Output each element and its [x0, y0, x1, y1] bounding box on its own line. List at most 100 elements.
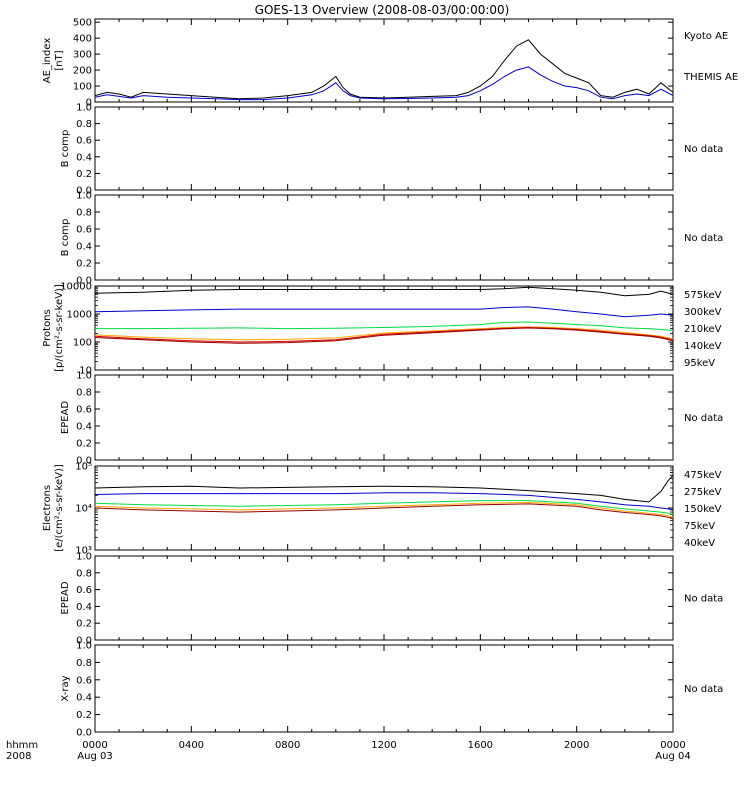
- y-tick-label: 1.0: [76, 103, 92, 114]
- x-tick-label: 0800: [275, 740, 300, 751]
- x-axis-row2-label: 2008: [6, 751, 31, 762]
- series-line-40kev: [95, 474, 673, 503]
- y-axis-label-line: B comp: [60, 130, 71, 168]
- panel-6: 10³ 10⁴ 10⁵ Electrons [e/(cm²-s-sr-keV)] 475k…: [42, 462, 722, 557]
- x-date-label: Aug 03: [77, 751, 112, 762]
- x-axis-row1-label: hhmm: [6, 740, 38, 751]
- y-axis-label-line: X-ray: [60, 675, 71, 701]
- y-tick-label: 10000: [60, 282, 92, 293]
- y-axis-label-line: Protons: [42, 309, 53, 346]
- y-tick-label: 0.6: [76, 136, 92, 147]
- y-tick-label: 0.2: [76, 439, 92, 450]
- y-axis-label-line: [p/(cm²-s-sr-keV)]: [54, 284, 65, 372]
- x-date-label: Aug 04: [655, 751, 690, 762]
- y-axis-label-line: AE_index: [42, 38, 53, 84]
- legend-entry: Kyoto AE: [684, 31, 728, 42]
- legend-entry: 40keV: [684, 538, 715, 549]
- y-axis-label: EPEAD: [60, 581, 71, 615]
- series-line-475kev: [95, 503, 673, 520]
- series-line-95kev: [95, 286, 673, 297]
- panel-frame: [94, 106, 674, 191]
- y-tick-label: 0.6: [76, 675, 92, 686]
- y-axis-label: X-ray: [60, 675, 71, 701]
- x-tick-label: 2000: [564, 740, 589, 751]
- y-tick-label: 200: [73, 66, 92, 77]
- no-data-label: No data: [684, 684, 723, 695]
- x-tick-label: 1600: [468, 740, 493, 751]
- y-tick-label: 100: [73, 338, 92, 349]
- legend-entry: 575keV: [684, 290, 722, 301]
- y-tick-label: 0.0: [76, 456, 92, 467]
- series-line-575kev: [95, 327, 673, 344]
- y-tick-label: 500: [73, 18, 92, 29]
- y-tick-label: 0.4: [76, 602, 92, 613]
- series-line-75kev: [95, 492, 673, 511]
- chart-title: GOES-13 Overview (2008-08-03/00:00:00): [255, 3, 510, 17]
- y-tick-label: 0.2: [76, 169, 92, 180]
- y-tick-label: 0.0: [76, 728, 92, 739]
- y-axis-label: B comp: [60, 219, 71, 257]
- y-tick-label: 1.0: [76, 191, 92, 202]
- panel-frame: [94, 555, 674, 641]
- legend: 475keV 275keV 150keV 75keV 40keV: [684, 470, 722, 549]
- y-tick-label: 0.2: [76, 619, 92, 630]
- series-line-475kev: [95, 326, 673, 343]
- x-tick-label: 0000: [82, 740, 107, 751]
- panel-2: 0.0 0.2 0.4 0.6 0.8 1.0 B comp No data: [60, 103, 723, 197]
- series-line-themis-ae: [95, 66, 673, 101]
- y-axis-label: B comp: [60, 130, 71, 168]
- panels-group: 0 100 200 300 400 500 AE_index [nT] Kyoto AE THEM…: [42, 18, 738, 739]
- y-tick-label: 10⁴: [75, 504, 92, 515]
- y-tick-label: 0.8: [76, 658, 92, 669]
- y-axis-label-line: Electrons: [42, 485, 53, 531]
- no-data-label: No data: [684, 233, 723, 244]
- y-tick-label: 0.0: [76, 276, 92, 287]
- y-tick-label: 300: [73, 50, 92, 61]
- legend-entry: 150keV: [684, 504, 722, 515]
- y-tick-label: 0.6: [76, 585, 92, 596]
- no-data-label: No data: [684, 594, 723, 605]
- legend-entry: 140keV: [684, 341, 722, 352]
- y-tick-label: 0.0: [76, 636, 92, 647]
- y-tick-label: 0.8: [76, 388, 92, 399]
- legend-entry: 95keV: [684, 358, 715, 369]
- series-line-140kev: [95, 306, 673, 318]
- y-tick-label: 1000: [67, 310, 92, 321]
- y-tick-label: 100: [73, 82, 92, 93]
- x-tick-label: 0000: [660, 740, 685, 751]
- panel-1: 0 100 200 300 400 500 AE_index [nT] Kyoto AE THEM…: [42, 18, 738, 109]
- legend: 575keV 300keV 210keV 140keV 95keV: [684, 290, 722, 369]
- y-tick-label: 1.0: [76, 371, 92, 382]
- y-tick-label: 0.2: [76, 259, 92, 270]
- y-tick-label: 1.0: [76, 552, 92, 563]
- legend: Kyoto AE THEMIS AE: [683, 31, 738, 83]
- panel-5: 0.0 0.2 0.4 0.6 0.8 1.0 EPEAD No data: [60, 371, 723, 467]
- series-line-275kev: [95, 501, 673, 518]
- y-axis-label-line: B comp: [60, 219, 71, 257]
- panel-frame: [94, 18, 674, 103]
- no-data-label: No data: [684, 413, 723, 424]
- y-tick-label: 0.6: [76, 405, 92, 416]
- y-axis-label: EPEAD: [60, 401, 71, 435]
- y-tick-label: 0.8: [76, 568, 92, 579]
- y-tick-label: 0.4: [76, 152, 92, 163]
- legend-entry: 475keV: [684, 470, 722, 481]
- y-axis-label-line: EPEAD: [60, 581, 71, 615]
- series-line-kyoto-ae: [95, 39, 673, 100]
- legend-entry: 210keV: [684, 324, 722, 335]
- series-line-210kev: [95, 321, 673, 331]
- y-tick-label: 0.0: [76, 186, 92, 197]
- y-tick-label: 0.4: [76, 422, 92, 433]
- y-axis-label-line: [e/(cm²-s-sr-keV)]: [54, 464, 65, 552]
- y-tick-label: 0.2: [76, 710, 92, 721]
- x-tick-label: 0400: [179, 740, 204, 751]
- y-axis-label: Electrons [e/(cm²-s-sr-keV)]: [42, 464, 65, 552]
- no-data-label: No data: [684, 144, 723, 155]
- panel-8: 0.0 0.2 0.4 0.6 0.8 1.0 X-ray No data: [60, 641, 723, 739]
- panel-frame: [94, 644, 674, 733]
- y-tick-label: 400: [73, 34, 92, 45]
- panel-7: 0.0 0.2 0.4 0.6 0.8 1.0 EPEAD No data: [60, 552, 723, 647]
